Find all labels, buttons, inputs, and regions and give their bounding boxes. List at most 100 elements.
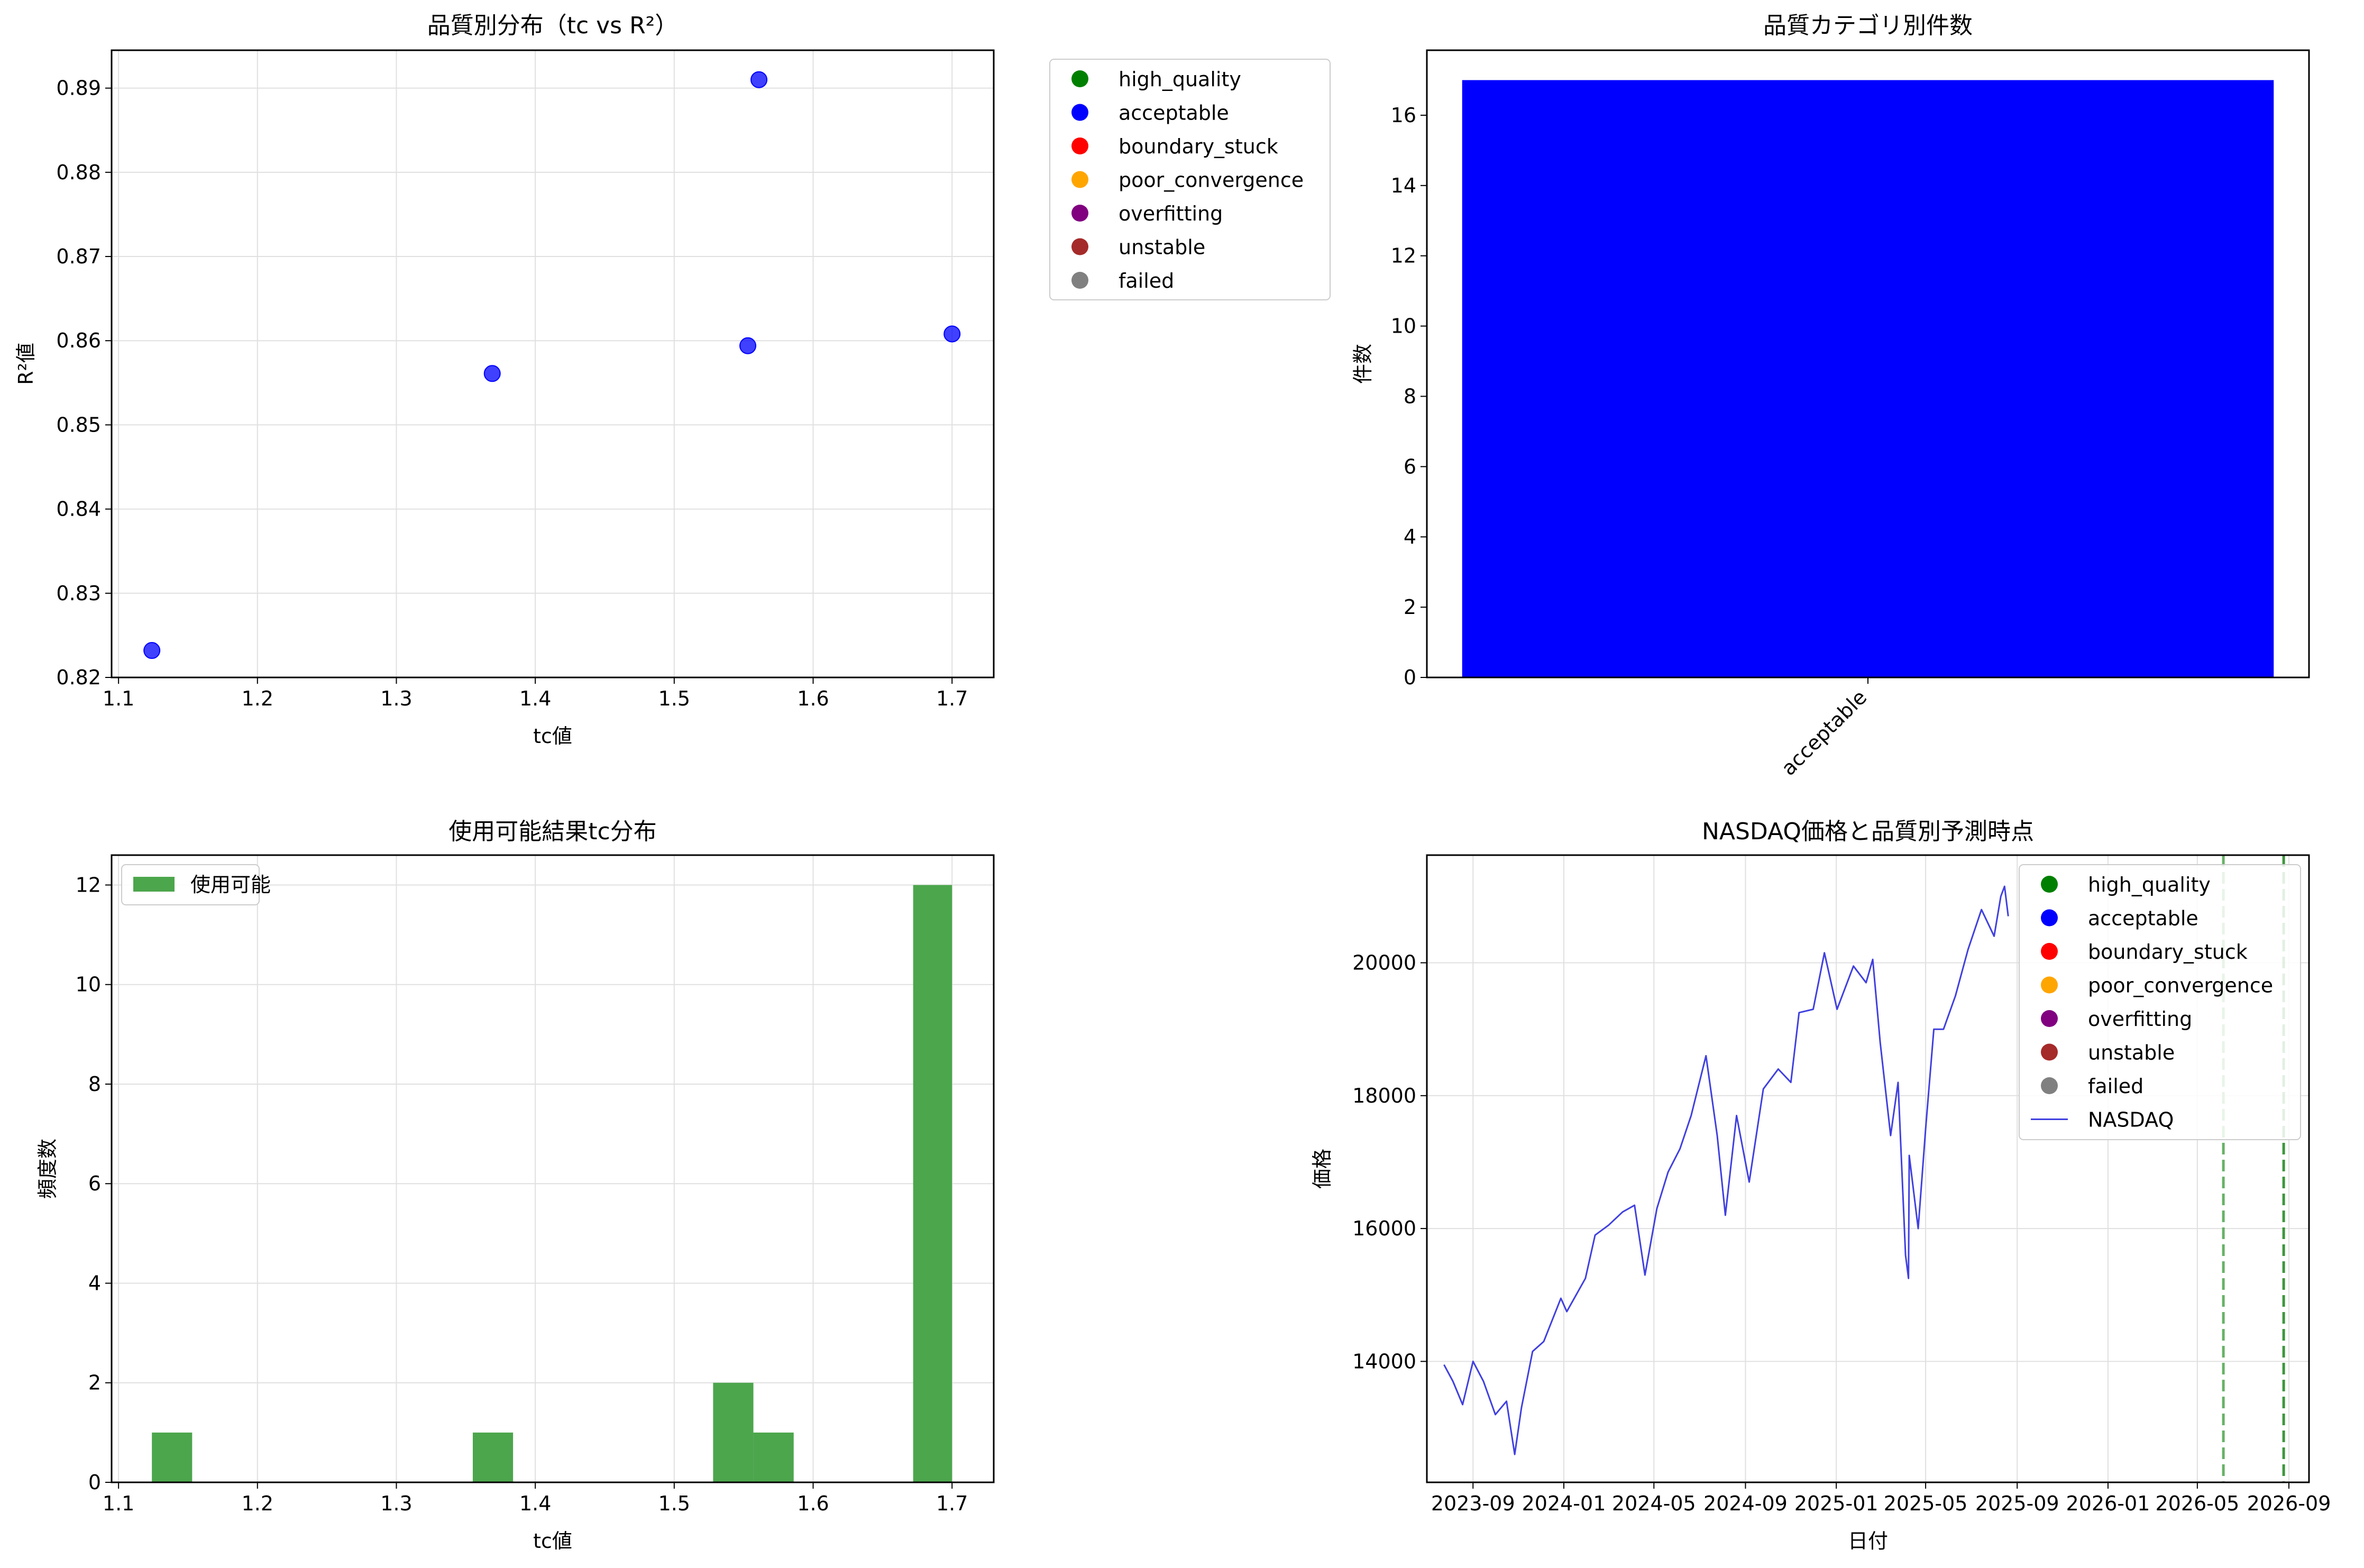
scatter-y-label: R²値 — [14, 343, 38, 385]
category-bar-y-tick-label: 6 — [1404, 455, 1416, 478]
histogram-x-tick-label: 1.1 — [103, 1492, 134, 1515]
histogram-bars — [152, 885, 952, 1482]
histogram-bar — [753, 1432, 794, 1482]
category-bar-y-tick-label: 16 — [1391, 104, 1416, 127]
histogram-y-tick-label: 12 — [76, 873, 101, 896]
histogram-legend-label: 使用可能 — [190, 873, 271, 896]
price-line-series — [1443, 885, 2009, 1455]
price-line-plot-frame — [1426, 854, 2310, 1483]
scatter-legend-marker — [1071, 272, 1088, 289]
scatter-legend-marker — [1071, 137, 1088, 154]
price-line-x-tick-label: 2026-09 — [2247, 1492, 2331, 1515]
category-bar-y-tick-label: 0 — [1404, 666, 1416, 689]
histogram-x-tick-label: 1.7 — [936, 1492, 968, 1515]
price-line-y-tick-label: 16000 — [1352, 1217, 1416, 1240]
price-line-x-tick-label: 2025-09 — [1975, 1492, 2059, 1515]
price-line-x-tick-label: 2023-09 — [1431, 1492, 1515, 1515]
histogram-x-tick-label: 1.3 — [380, 1492, 412, 1515]
price-line-x-tick-label: 2025-01 — [1794, 1492, 1879, 1515]
price-line-x-label: 日付 — [1848, 1529, 1888, 1553]
scatter-legend-label: overfitting — [1119, 202, 1223, 225]
price-line-legend-label: high_quality — [2088, 873, 2211, 896]
price-line-x-tick-label: 2024-05 — [1612, 1492, 1696, 1515]
scatter-legend-label: acceptable — [1119, 102, 1229, 125]
price-line-y-ticks: 14000 16000 18000 20000 — [1352, 951, 1427, 1373]
scatter-legend-label: poor_convergence — [1119, 169, 1304, 192]
histogram-plot-frame — [111, 854, 995, 1483]
price-line-y-label: 価格 — [1311, 1149, 1334, 1189]
histogram-x-ticks: 1.1 1.2 1.3 1.4 1.5 1.6 1.7 — [103, 1482, 968, 1515]
category-bar-acceptable — [1462, 80, 2274, 677]
histogram-x-tick-label: 1.6 — [797, 1492, 829, 1515]
histogram-legend-patch — [133, 877, 175, 892]
scatter-legend: high_quality acceptable boundary_stuckpoor… — [1049, 59, 1331, 300]
scatter-x-ticks: 1.1 1.2 1.3 1.4 1.5 1.6 1.7 — [103, 677, 968, 710]
scatter-x-tick-label: 1.6 — [797, 687, 829, 710]
price-line-legend-marker — [2041, 876, 2058, 893]
histogram-y-label: 頻度数 — [36, 1139, 59, 1199]
scatter-legend-label: failed — [1119, 269, 1174, 292]
category-bar-y-tick-label: 2 — [1404, 595, 1416, 619]
histogram-bar — [152, 1432, 193, 1482]
price-line-grid — [1427, 855, 2309, 1482]
scatter-x-tick-label: 1.5 — [658, 687, 690, 710]
histogram-y-tick-label: 2 — [88, 1371, 101, 1395]
scatter-x-tick-label: 1.2 — [242, 687, 273, 710]
scatter-legend-marker — [1071, 104, 1088, 121]
scatter-legend-marker — [1071, 70, 1088, 87]
price-line-legend-marker — [2041, 1043, 2058, 1061]
scatter-legend-marker — [1071, 205, 1088, 222]
price-line-legend-marker — [2041, 943, 2058, 960]
scatter-y-tick-label: 0.85 — [56, 413, 101, 436]
scatter-x-label: tc値 — [533, 725, 572, 748]
price-line-legend-marker — [2041, 909, 2058, 927]
histogram-x-tick-label: 1.4 — [519, 1492, 551, 1515]
histogram-legend-box — [121, 864, 260, 905]
scatter-y-tick-label: 0.88 — [56, 161, 101, 184]
category-bar-y-label: 件数 — [1351, 344, 1375, 384]
scatter-point-acceptable — [750, 71, 768, 88]
price-line-title: NASDAQ価格と品質別予測時点 — [1702, 818, 2034, 845]
scatter-legend-box — [1049, 59, 1331, 300]
price-line-legend: high_quality acceptable boundary_stuckpoor… — [2019, 864, 2301, 1140]
price-line-legend-marker — [2041, 1077, 2058, 1094]
scatter-y-tick-label: 0.84 — [56, 498, 101, 521]
scatter-point-acceptable — [943, 325, 961, 343]
price-line-legend-box — [2019, 864, 2301, 1140]
category-bar-y-tick-label: 14 — [1391, 174, 1416, 197]
histogram-y-tick-label: 0 — [88, 1471, 101, 1494]
category-bar-y-tick-label: 12 — [1391, 244, 1416, 268]
price-line-x-tick-label: 2024-09 — [1703, 1492, 1788, 1515]
price-line-x-tick-label: 2026-01 — [2066, 1492, 2150, 1515]
histogram-panel: 使用可能結果tc分布 1.1 1.2 1.3 1.4 1.5 1.6 1.7 0 2 4 6 8 10… — [36, 818, 995, 1553]
category-bar-title: 品質カテゴリ別件数 — [1763, 12, 1973, 39]
scatter-point-acceptable — [143, 642, 161, 659]
price-line-legend-label: acceptable — [2088, 907, 2198, 930]
price-line-NASDAQ — [1443, 885, 2009, 1455]
histogram-legend: 使用可能 — [121, 864, 271, 905]
scatter-points — [143, 71, 961, 659]
scatter-y-tick-label: 0.82 — [56, 666, 101, 689]
scatter-title: 品質別分布（tc vs R²） — [427, 12, 679, 39]
scatter-y-tick-label: 0.89 — [56, 77, 101, 100]
price-line-panel: NASDAQ価格と品質別予測時点 2023-09 2024-01 2024-05 20… — [1311, 818, 2331, 1553]
price-line-y-tick-label: 20000 — [1352, 951, 1416, 975]
histogram-x-tick-label: 1.5 — [658, 1492, 690, 1515]
scatter-legend-marker — [1071, 238, 1088, 255]
scatter-x-tick-label: 1.7 — [936, 687, 968, 710]
scatter-y-tick-label: 0.83 — [56, 582, 101, 605]
price-line-y-tick-label: 18000 — [1352, 1084, 1416, 1107]
scatter-panel: 品質別分布（tc vs R²） 1.1 1.2 1.3 1.4 1.5 1.6 1.7 0.… — [14, 12, 1331, 748]
scatter-point-acceptable — [739, 337, 757, 354]
price-line-legend-marker — [2041, 1010, 2058, 1027]
scatter-y-ticks: 0.82 0.83 0.84 0.85 0.86 0.87 0.88 0.89 — [56, 77, 112, 689]
price-line-legend-marker — [2041, 976, 2058, 994]
scatter-plot-frame — [111, 49, 995, 678]
price-line-x-tick-label: 2024-01 — [1522, 1492, 1606, 1515]
price-line-legend-label: poor_convergence — [2088, 974, 2273, 997]
scatter-legend-marker — [1071, 171, 1088, 188]
histogram-bar — [913, 885, 952, 1482]
histogram-y-tick-label: 6 — [88, 1172, 101, 1195]
